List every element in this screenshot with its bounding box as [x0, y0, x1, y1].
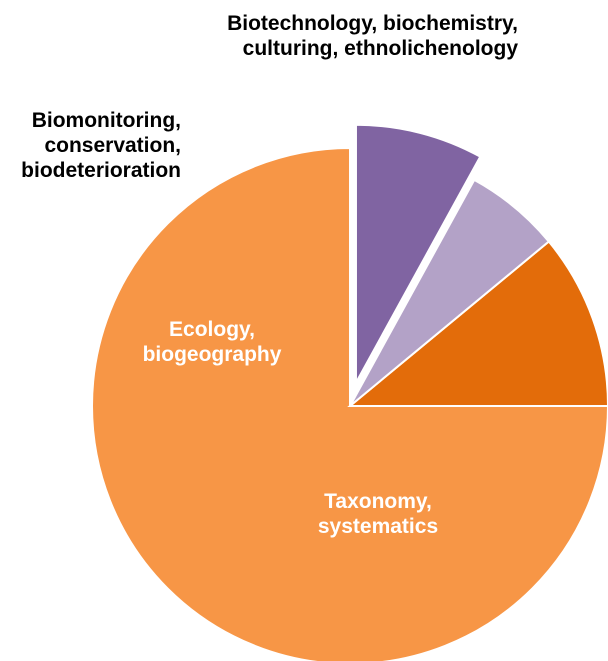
pie-slice-label-line: Taxonomy, — [324, 490, 432, 513]
pie-slice-label-line: conservation, — [44, 134, 181, 157]
pie-slice-0 — [91, 146, 608, 661]
pie-labels: Taxonomy, systematics Ecology, biogeography… — [21, 12, 518, 538]
pie-slice-label-line: Ecology, — [169, 318, 255, 341]
pie-slice-label-2: Biomonitoring, conservation, biodeteriorat… — [21, 109, 181, 182]
pie-slice-label-line: Biomonitoring, — [32, 109, 181, 132]
pie-slice-label-line: systematics — [318, 515, 438, 538]
pie-slice-label-line: Biotechnology, biochemistry, — [227, 12, 518, 35]
pie-slice-label-1: Ecology, biogeography — [143, 318, 282, 366]
pie-slices — [91, 123, 608, 661]
pie-slice-label-0: Taxonomy, systematics — [318, 490, 438, 538]
pie-slice-label-line: biodeterioration — [21, 159, 181, 182]
pie-slice-label-3: Biotechnology, biochemistry, culturing, e… — [227, 12, 518, 60]
pie-slice-label-line: culturing, ethnolichenology — [243, 37, 519, 60]
pie-slice-3 — [354, 123, 482, 384]
pie-slice-label-line: biogeography — [143, 343, 282, 366]
pie-slice-2 — [349, 178, 551, 407]
